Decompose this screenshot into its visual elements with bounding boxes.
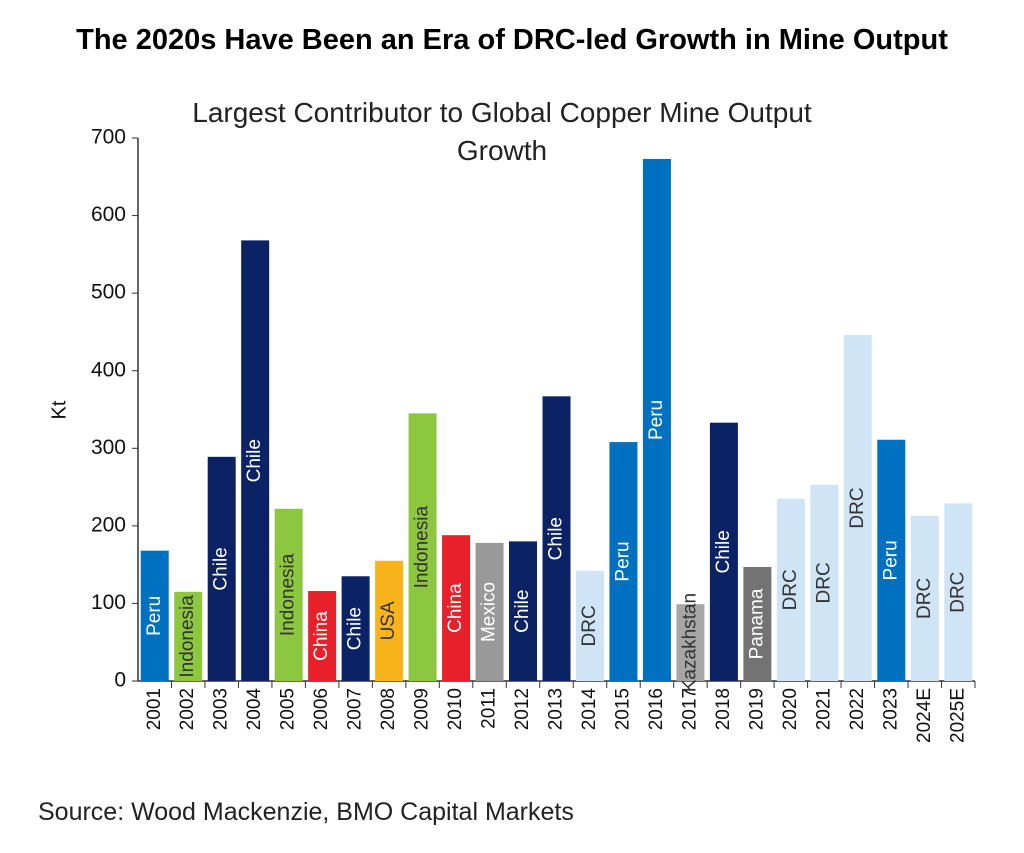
y-tick-label: 600	[91, 203, 126, 226]
bar-label: Chile	[345, 607, 366, 650]
x-tick-label: 2021	[813, 688, 834, 730]
bar	[408, 413, 437, 681]
x-tick-label: 2018	[713, 688, 734, 730]
bar	[743, 566, 772, 681]
bar	[843, 335, 872, 681]
bar-label: Indonesia	[177, 595, 198, 678]
x-tick-label: 2004	[244, 688, 265, 731]
x-tick-label: 2015	[612, 688, 633, 730]
y-tick-label: 400	[91, 358, 126, 381]
x-tick-label: 2012	[512, 688, 533, 730]
bar	[609, 442, 638, 681]
bar	[207, 456, 236, 681]
bar-label: Kazakhstan	[679, 593, 700, 692]
x-tick-label: 2002	[177, 688, 198, 730]
x-tick-label: 2007	[345, 688, 366, 730]
bar	[341, 576, 370, 681]
x-tick-label: 2025E	[947, 688, 968, 743]
x-tick-label: 2024E	[914, 688, 935, 743]
bar-label: DRC	[780, 569, 801, 610]
source-note: Source: Wood Mackenzie, BMO Capital Mark…	[38, 798, 574, 826]
chart-title: The 2020s Have Been an Era of DRC-led Gr…	[76, 24, 948, 56]
bar	[442, 535, 471, 681]
bar	[174, 591, 203, 681]
bar	[676, 604, 705, 681]
bar	[241, 240, 270, 681]
x-tick-label: 2013	[546, 688, 567, 730]
bar-label: Chile	[211, 547, 232, 590]
bar	[944, 503, 973, 681]
x-tick-label: 2011	[479, 688, 500, 729]
bar	[776, 498, 805, 681]
x-tick-label: 2001	[144, 688, 165, 730]
x-tick-label: 2006	[311, 688, 332, 730]
bar-label: Peru	[880, 540, 901, 580]
bar	[709, 422, 738, 681]
bar-label: Indonesia	[278, 553, 299, 636]
x-tick-label: 2017	[679, 688, 700, 730]
y-tick-label: 100	[91, 591, 126, 614]
bar	[910, 515, 939, 681]
bar	[475, 542, 504, 681]
bar-label: Chile	[713, 530, 734, 573]
x-tick-label: 2020	[780, 688, 801, 730]
bar	[810, 484, 839, 681]
bar-label: DRC	[914, 578, 935, 619]
x-tick-label: 2009	[412, 688, 433, 730]
bar	[575, 570, 604, 681]
bar-label: Peru	[144, 596, 165, 636]
bar-label: Panama	[746, 588, 767, 659]
y-tick-label: 300	[91, 436, 126, 459]
y-tick-label: 0	[114, 669, 126, 692]
bar-label: DRC	[579, 605, 600, 646]
x-tick-label: 2008	[378, 688, 399, 730]
bar-label: DRC	[847, 487, 868, 528]
bar-label: Chile	[512, 590, 533, 633]
bar	[375, 560, 404, 681]
bar-label: DRC	[813, 562, 834, 603]
bar	[542, 396, 571, 681]
bar-label: Peru	[646, 400, 667, 440]
x-tick-label: 2010	[445, 688, 466, 730]
y-tick-label: 500	[91, 281, 126, 304]
bar-label: USA	[378, 601, 399, 640]
bar	[509, 541, 538, 681]
x-tick-label: 2003	[211, 688, 232, 730]
x-tick-label: 2016	[646, 688, 667, 730]
bar-label: DRC	[947, 572, 968, 613]
x-tick-label: 2014	[579, 688, 600, 731]
bar	[877, 439, 906, 681]
bar-label: China	[311, 611, 332, 661]
bar-label: Chile	[244, 439, 265, 482]
bar-label: Mexico	[479, 582, 500, 642]
bar	[140, 550, 169, 681]
bar-label: Chile	[546, 517, 567, 560]
x-tick-label: 2023	[880, 688, 901, 730]
bar	[274, 508, 303, 681]
bar-label: Peru	[612, 541, 633, 581]
bar	[642, 158, 671, 682]
x-tick-label: 2022	[847, 688, 868, 730]
bar-label: China	[445, 583, 466, 633]
chart-subtitle: Largest Contributor to Global Copper Min…	[192, 97, 812, 166]
bar	[308, 591, 337, 681]
y-tick-label: 700	[91, 126, 126, 149]
y-axis-label: Kt	[48, 400, 70, 419]
bar-label: Indonesia	[412, 506, 433, 589]
y-tick-label: 200	[91, 513, 126, 536]
x-tick-label: 2019	[746, 688, 767, 730]
x-tick-label: 2005	[278, 688, 299, 730]
